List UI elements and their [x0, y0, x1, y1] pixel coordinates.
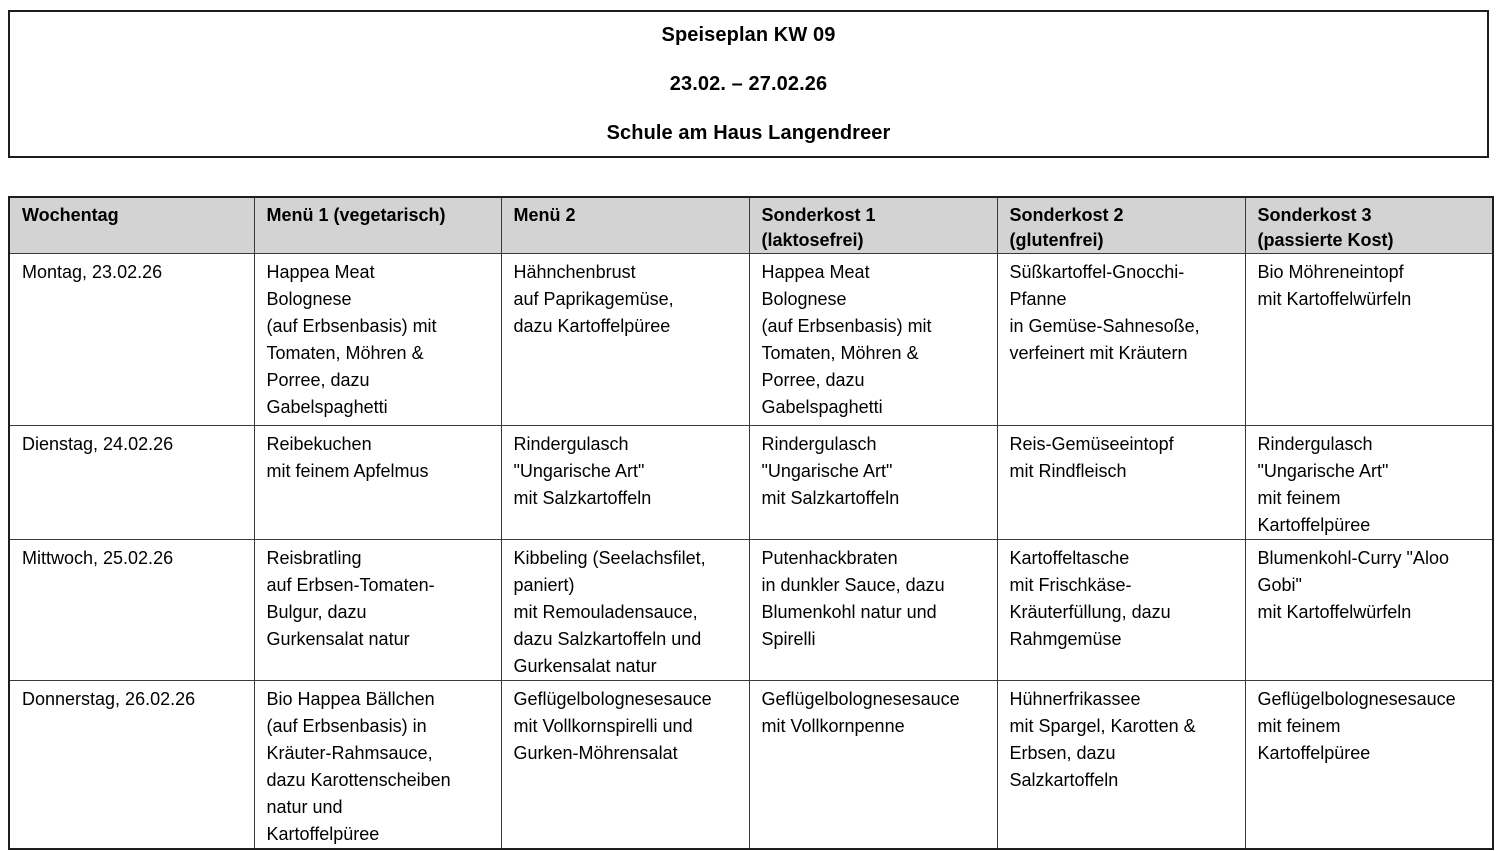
menu-cell: Bio Happea Bällchen (auf Erbsenbasis) in… [253, 680, 502, 850]
menu-cell: Happea Meat Bolognese (auf Erbsenbasis) … [253, 253, 502, 426]
menu-cell: Kibbeling (Seelachsfilet, paniert) mit R… [500, 539, 750, 681]
menu-cell: Reisbratling auf Erbsen-Tomaten- Bulgur,… [253, 539, 502, 681]
column-header-menu1: Menü 1 (vegetarisch) [253, 196, 502, 254]
table-header-row: Wochentag Menü 1 (vegetarisch) Menü 2 So… [8, 196, 1494, 254]
day-cell: Dienstag, 24.02.26 [8, 425, 255, 540]
column-header-sonderkost1: Sonderkost 1 (laktosefrei) [748, 196, 998, 254]
menu-cell: Geflügelbolognesesauce mit Vollkornpenne [748, 680, 998, 850]
document-title: Speiseplan KW 09 23.02. – 27.02.26 Schul… [606, 23, 891, 144]
day-cell: Mittwoch, 25.02.26 [8, 539, 255, 681]
menu-cell: Rindergulasch "Ungarische Art" mit feine… [1244, 425, 1494, 540]
menu-cell: Reibekuchen mit feinem Apfelmus [253, 425, 502, 540]
day-cell: Donnerstag, 26.02.26 [8, 680, 255, 850]
menu-cell: Hähnchenbrust auf Paprikagemüse, dazu Ka… [500, 253, 750, 426]
day-cell: Montag, 23.02.26 [8, 253, 255, 426]
menu-cell: Geflügelbolognesesauce mit feinem Kartof… [1244, 680, 1494, 850]
table-row-montag: Montag, 23.02.26 Happea Meat Bolognese (… [8, 253, 1494, 426]
table-row-mittwoch: Mittwoch, 25.02.26 Reisbratling auf Erbs… [8, 539, 1494, 681]
meal-plan-table: Wochentag Menü 1 (vegetarisch) Menü 2 So… [8, 196, 1494, 850]
column-header-sonderkost3: Sonderkost 3 (passierte Kost) [1244, 196, 1494, 254]
menu-cell: Blumenkohl-Curry "Aloo Gobi" mit Kartoff… [1244, 539, 1494, 681]
menu-cell: Süßkartoffel-Gnocchi- Pfanne in Gemüse-S… [996, 253, 1246, 426]
menu-cell: Putenhackbraten in dunkler Sauce, dazu B… [748, 539, 998, 681]
column-header-sonderkost2: Sonderkost 2 (glutenfrei) [996, 196, 1246, 254]
menu-cell: Reis-Gemüseeintopf mit Rindfleisch [996, 425, 1246, 540]
column-header-menu2: Menü 2 [500, 196, 750, 254]
menu-cell: Bio Möhreneintopf mit Kartoffelwürfeln [1244, 253, 1494, 426]
title-box: Speiseplan KW 09 23.02. – 27.02.26 Schul… [8, 10, 1489, 158]
menu-cell: Hühnerfrikassee mit Spargel, Karotten & … [996, 680, 1246, 850]
menu-cell: Happea Meat Bolognese (auf Erbsenbasis) … [748, 253, 998, 426]
table-row-dienstag: Dienstag, 24.02.26 Reibekuchen mit feine… [8, 425, 1494, 540]
menu-cell: Rindergulasch "Ungarische Art" mit Salzk… [500, 425, 750, 540]
menu-cell: Kartoffeltasche mit Frischkäse- Kräuterf… [996, 539, 1246, 681]
menu-cell: Rindergulasch "Ungarische Art" mit Salzk… [748, 425, 998, 540]
column-header-wochentag: Wochentag [8, 196, 255, 254]
table-row-donnerstag: Donnerstag, 26.02.26 Bio Happea Bällchen… [8, 680, 1494, 850]
menu-cell: Geflügelbolognesesauce mit Vollkornspire… [500, 680, 750, 850]
